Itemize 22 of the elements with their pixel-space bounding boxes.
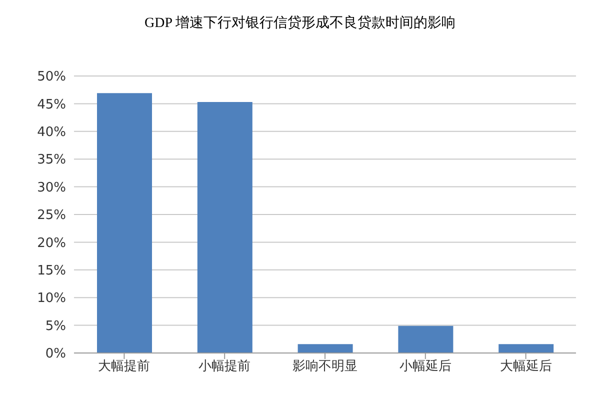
y-tick-label: 30% [37,180,66,196]
bar [498,344,554,353]
y-tick-label: 45% [37,97,66,112]
bar [97,93,152,353]
x-tick-label: 大幅提前 [98,359,150,374]
y-tick-label: 35% [37,152,66,168]
y-tick-label: 10% [37,291,66,306]
y-tick-label: 15% [37,264,66,279]
x-tick-label: 小幅提前 [198,359,251,374]
y-tick-label: 5% [45,318,66,334]
y-tick-label: 50% [37,70,66,85]
x-tick-label: 大幅延后 [500,359,552,374]
x-tick-label: 影响不明显 [292,359,358,374]
y-tick-label: 40% [37,125,66,140]
bar [398,326,454,353]
y-tick-label: 0% [45,346,66,362]
bar [197,102,252,353]
y-tick-label: 25% [37,208,66,224]
chart-title: GDP 增速下行对银行信贷形成不良贷款时间的影响 [144,14,456,33]
bar [298,344,353,353]
y-tick-label: 20% [37,236,66,251]
x-tick-label: 小幅延后 [399,359,452,374]
